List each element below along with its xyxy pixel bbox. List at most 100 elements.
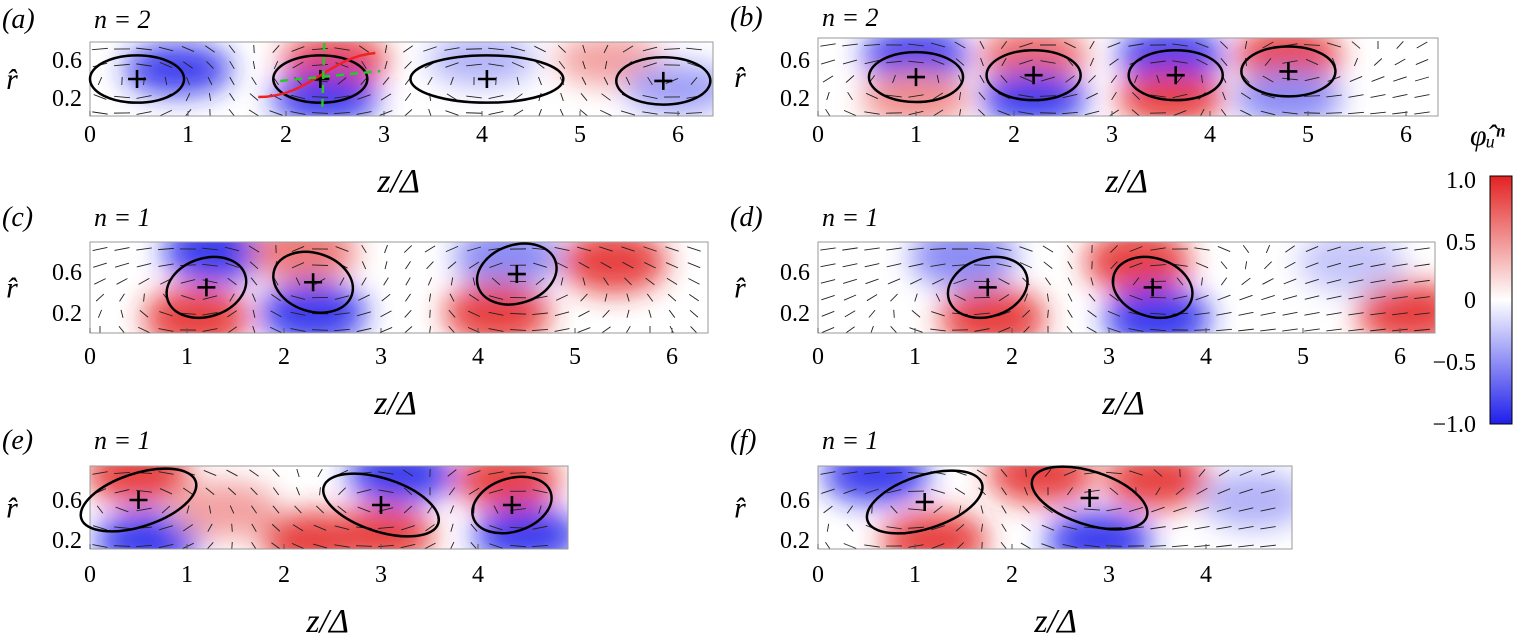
vortex-ellipse — [321, 472, 441, 538]
vortex-centre-marker — [1024, 66, 1043, 85]
panel-f: 0 1 2 3 4 0.6 0.2 r̂ z/Δ (f) n = 1 — [730, 425, 1293, 640]
x-tick-label: 5 — [569, 344, 581, 370]
mode-label: n = 1 — [822, 203, 879, 232]
x-tick-label: 0 — [812, 122, 824, 148]
y-axis-label: r̂ — [734, 61, 746, 94]
colorbar-tick: 1.0 — [1446, 168, 1476, 194]
x-axis-label: z/Δ — [376, 163, 420, 200]
plot-frame — [817, 241, 1436, 334]
x-tick-label: 1 — [909, 344, 921, 370]
y-tick-label: 0.6 — [780, 48, 810, 74]
vortex-centre-marker — [907, 68, 925, 87]
x-tick-label: 3 — [1106, 122, 1118, 148]
field-patch — [259, 281, 367, 333]
vortex-ellipse — [946, 255, 1029, 320]
x-tick-label: 0 — [812, 562, 824, 588]
field-patch — [444, 281, 551, 333]
colorbar-gradient — [1489, 175, 1513, 425]
vortex-ellipse — [1127, 48, 1224, 102]
vortex-centre-marker — [502, 496, 521, 514]
x-tick-label: 2 — [280, 122, 292, 148]
x-tick-label: 3 — [378, 122, 390, 148]
vortex-ellipse — [79, 467, 198, 533]
y-tick-label: 0.6 — [780, 488, 810, 514]
field-patch — [1234, 70, 1343, 116]
field-patch — [1104, 286, 1211, 333]
panel-label: (b) — [730, 2, 763, 33]
vortex-centre-marker — [915, 493, 934, 511]
y-tick-label: 0.6 — [52, 48, 82, 74]
colorbar-tick: 0.5 — [1446, 230, 1476, 256]
red-curve — [258, 51, 376, 99]
velocity-quiver — [820, 40, 1430, 116]
field-patch — [143, 286, 251, 333]
x-tick-label: 2 — [1006, 562, 1018, 588]
field-patch — [428, 42, 536, 86]
field-patch — [822, 466, 930, 505]
field-patch — [1045, 510, 1153, 549]
x-tick-label: 1 — [910, 122, 922, 148]
vortex-ellipse — [1030, 465, 1149, 531]
x-tick-label: 0 — [84, 122, 96, 148]
field-patch — [259, 510, 367, 549]
x-tick-label: 4 — [472, 562, 484, 588]
vortex-centre-marker — [128, 70, 147, 88]
field — [92, 242, 701, 333]
field-patch — [1298, 242, 1405, 294]
y-tick-label: 0.2 — [780, 301, 810, 327]
x-tick-label: 1 — [181, 344, 193, 370]
vortex-centre-marker — [304, 273, 323, 292]
x-axis-label: z/Δ — [373, 385, 417, 422]
x-tick-label: 3 — [1103, 344, 1115, 370]
x-tick-label: 1 — [181, 562, 193, 588]
x-tick-label: 5 — [1302, 122, 1314, 148]
y-tick-label: 0.2 — [52, 301, 82, 327]
vortex-centre-marker — [372, 496, 390, 514]
y-tick-label: 0.6 — [52, 260, 82, 286]
field-patch — [862, 38, 970, 83]
panels: 0 1 2 3 4 5 6 0.6 0.2 r̂ z/Δ (a) n = 2 0 1 2 3 4 5 6 0.6 0.2 r… — [2, 2, 1439, 640]
field-patch — [979, 38, 1088, 83]
velocity-quiver — [92, 44, 702, 116]
plot-frame — [89, 465, 569, 550]
vortex-ellipse — [165, 255, 248, 320]
field-patch — [1234, 38, 1343, 83]
vortex-ellipse — [865, 469, 984, 535]
field-patch — [271, 72, 380, 116]
x-tick-label: 6 — [1394, 344, 1406, 370]
plot-frame — [89, 241, 709, 334]
x-tick-label: 4 — [1204, 122, 1216, 148]
panel-label: (c) — [2, 202, 33, 233]
y-tick-label: 0.2 — [52, 528, 82, 554]
vortex-centre-marker — [507, 265, 526, 284]
field-patch — [453, 466, 561, 510]
x-tick-label: 1 — [182, 122, 194, 148]
field-patch — [90, 466, 192, 505]
panel-label: (f) — [730, 425, 756, 456]
vortex-centre-marker — [1080, 489, 1099, 507]
mode-label: n = 1 — [94, 426, 151, 455]
x-tick-label: 2 — [1008, 122, 1020, 148]
y-tick-label: 0.2 — [780, 528, 810, 554]
x-axis-label: z/Δ — [1033, 603, 1077, 640]
field-patch — [1116, 70, 1225, 116]
y-axis-label: r̂ — [6, 492, 18, 525]
field-patch — [881, 510, 988, 549]
x-tick-label: 6 — [1400, 122, 1412, 148]
x-tick-label: 0 — [84, 562, 96, 588]
green-dashed-curve — [280, 69, 381, 83]
panel-a: 0 1 2 3 4 5 6 0.6 0.2 r̂ z/Δ (a) n = 2 — [2, 4, 714, 200]
colorbar-tick: 0 — [1464, 288, 1476, 314]
vortex-centre-marker — [1279, 62, 1298, 81]
field-patch — [1084, 242, 1192, 294]
velocity-quiver — [820, 244, 1430, 333]
y-axis-label: r̂ — [734, 272, 746, 305]
vortex-ellipse — [409, 54, 565, 104]
vortex-ellipse — [1111, 255, 1194, 320]
x-axis-label: z/Δ — [1101, 385, 1145, 422]
vortex-ellipse — [88, 54, 186, 104]
green-dashed-curve — [321, 42, 326, 110]
panel-b: 0 1 2 3 4 5 6 0.6 0.2 r̂ z/Δ (b) n = 2 — [730, 2, 1439, 200]
x-tick-label: 1 — [909, 562, 921, 588]
